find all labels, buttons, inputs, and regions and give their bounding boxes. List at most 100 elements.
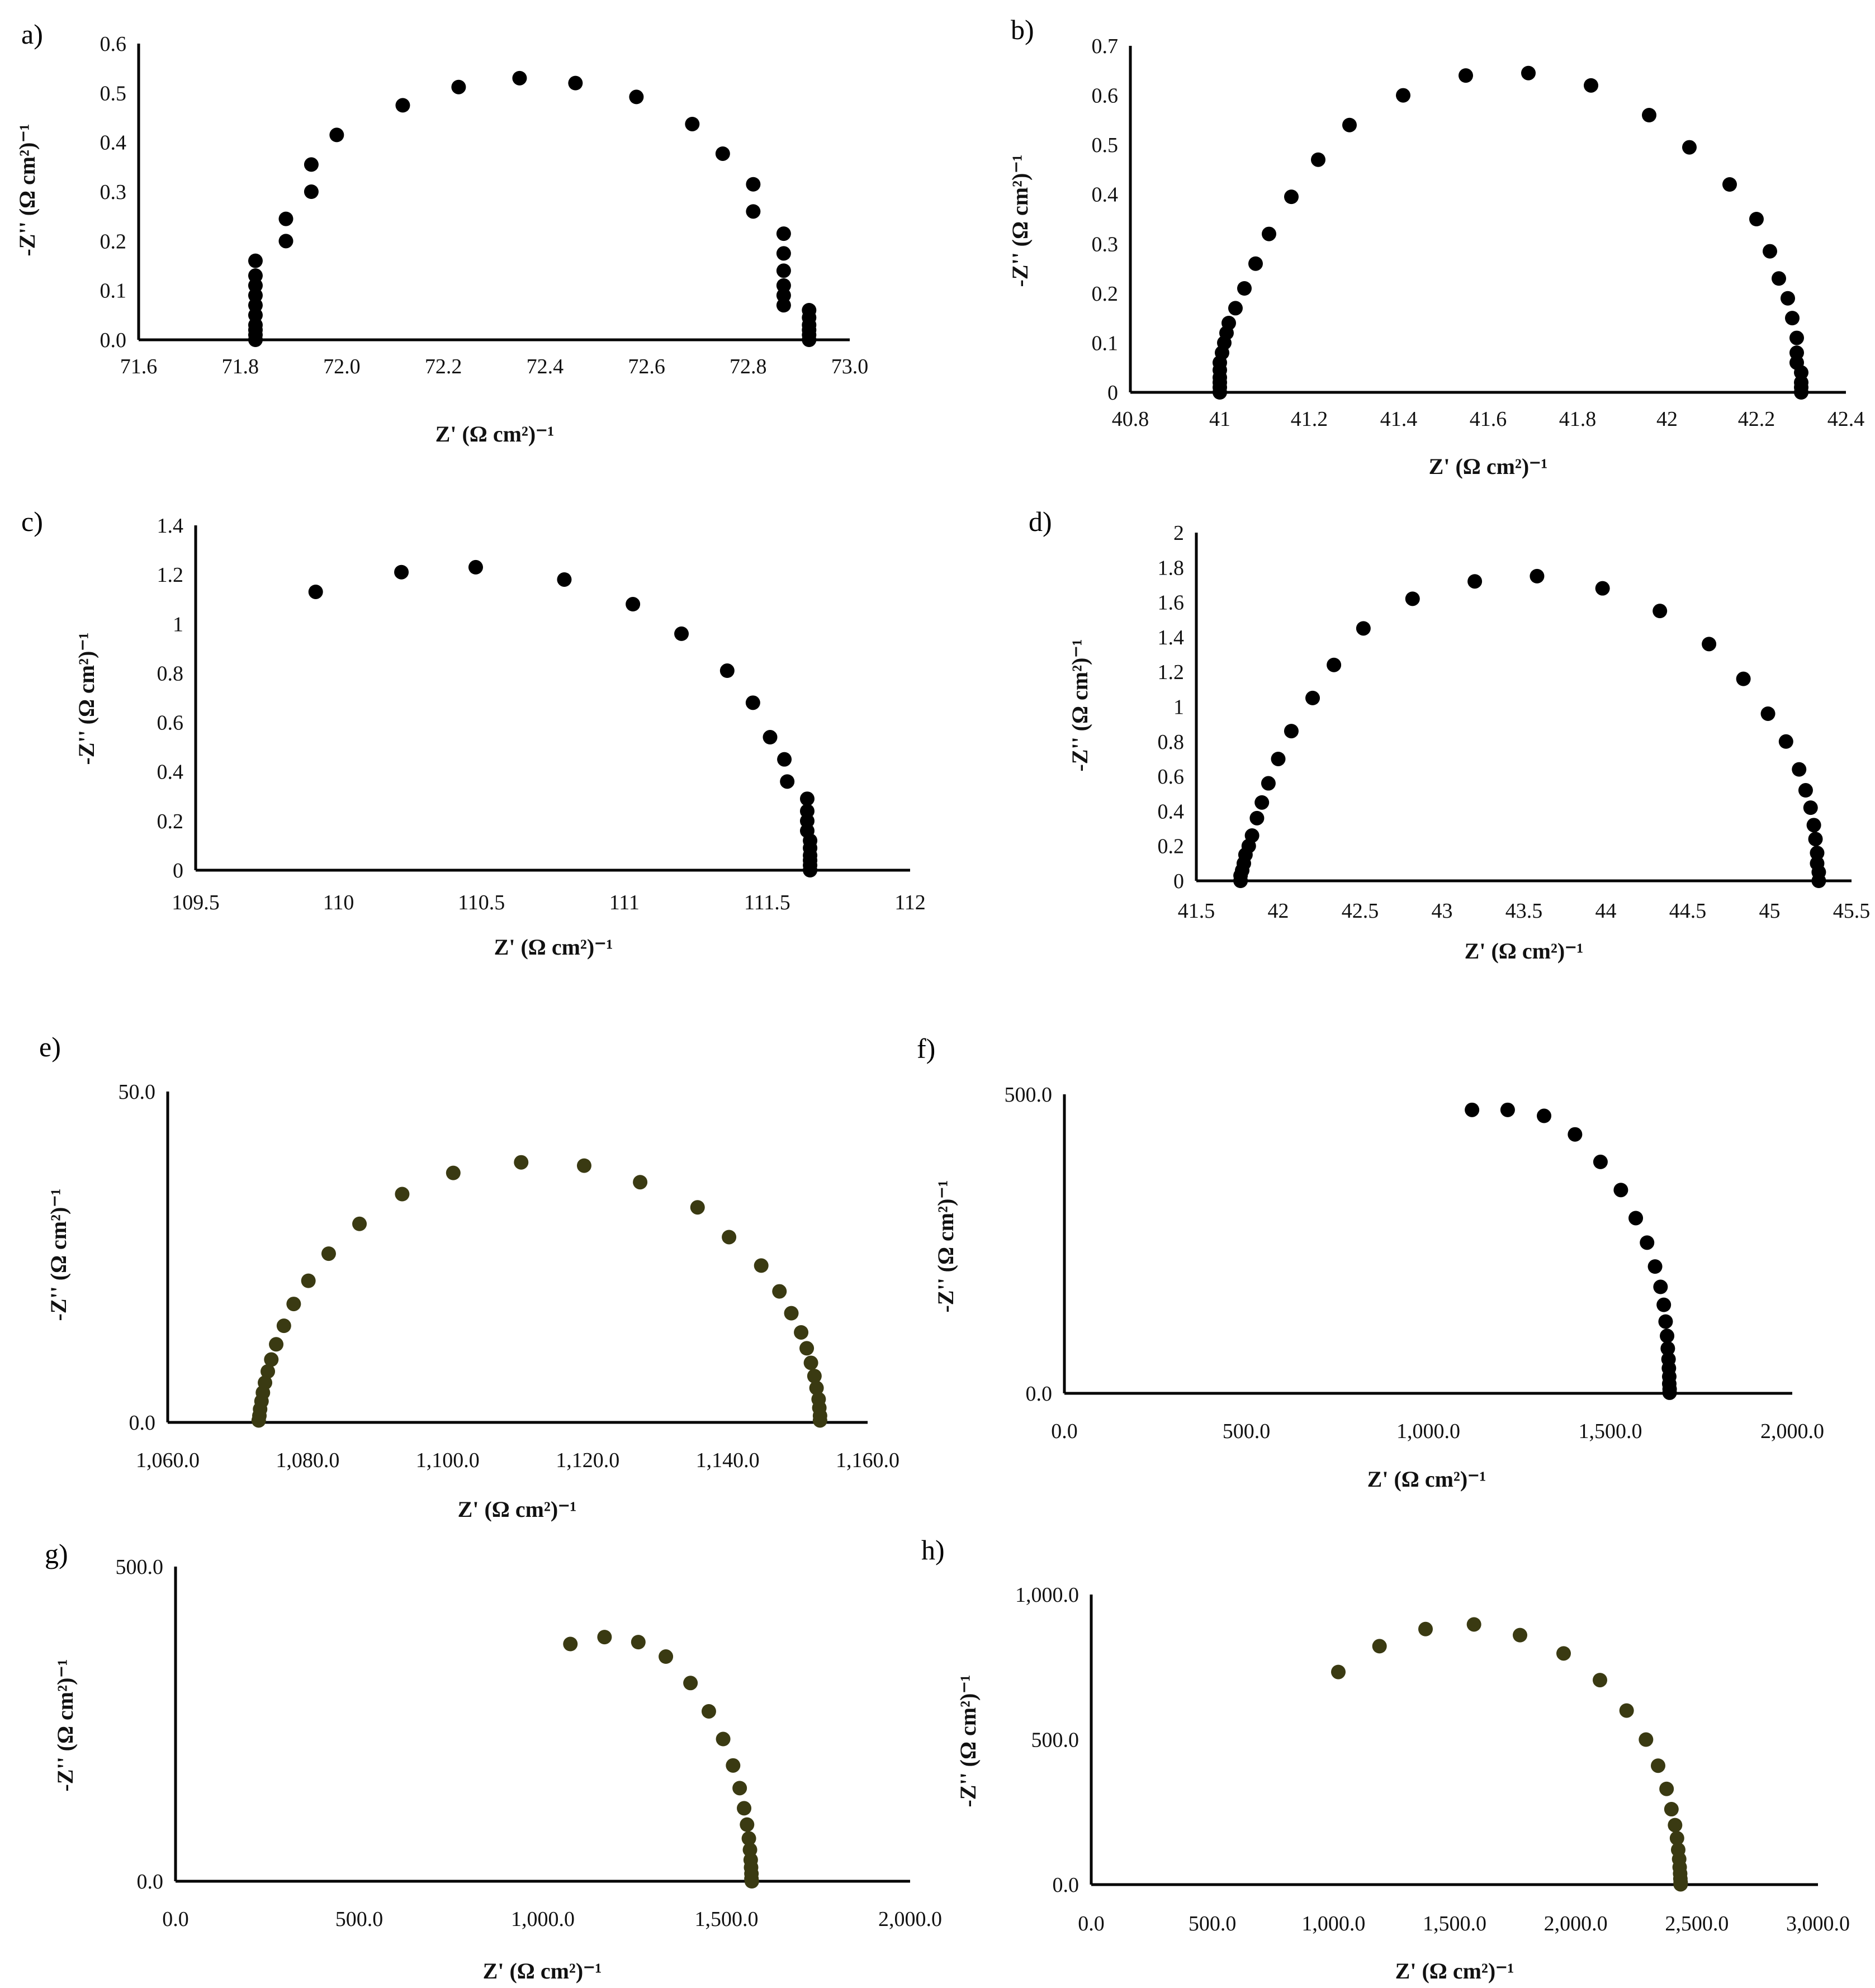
data-point [1530, 568, 1545, 583]
data-point [737, 1801, 752, 1816]
data-point [1660, 1329, 1675, 1344]
y-tick-label: 500.0 [116, 1555, 164, 1579]
data-point [1284, 724, 1299, 739]
data-point [1356, 621, 1371, 636]
data-point [1736, 671, 1751, 686]
x-tick-label: 2,000.0 [1760, 1420, 1824, 1443]
data-point [1248, 256, 1263, 271]
y-tick-label: 0.4 [1092, 183, 1119, 207]
x-axis-title: Z' (Ω cm²)⁻¹ [494, 934, 613, 960]
y-axis-title: -Z'' (Ω cm²)⁻¹ [955, 1674, 981, 1807]
y-tick-label: 1,000.0 [1015, 1583, 1079, 1607]
data-point [352, 1216, 367, 1231]
data-point [784, 1306, 799, 1321]
x-tick-label: 500.0 [1223, 1420, 1271, 1443]
data-point [1418, 1621, 1433, 1636]
data-point [468, 559, 483, 575]
x-axis-title: Z' (Ω cm²)⁻¹ [458, 1497, 577, 1522]
data-point [1778, 734, 1793, 749]
data-point [1467, 574, 1483, 589]
x-tick-label: 0.0 [162, 1908, 189, 1931]
y-tick-label: 500.0 [1031, 1729, 1079, 1752]
data-point [276, 1318, 291, 1334]
data-point [1785, 311, 1800, 326]
data-point [1513, 1628, 1527, 1643]
data-point [1568, 1127, 1583, 1142]
y-tick-label: 0.7 [1092, 35, 1119, 58]
data-point [626, 597, 641, 612]
data-point [1647, 1259, 1663, 1274]
y-tick-label: 1 [173, 613, 183, 636]
data-point [812, 1413, 827, 1428]
data-point [740, 1817, 755, 1832]
y-tick-label: 0.0 [100, 329, 127, 352]
data-point [1331, 1664, 1346, 1679]
data-point [1584, 78, 1598, 93]
y-axis-title: -Z'' (Ω cm²)⁻¹ [1067, 639, 1092, 771]
y-tick-label: 0.6 [1158, 765, 1185, 789]
data-point [1653, 604, 1668, 619]
y-tick-label: 0.1 [100, 279, 127, 303]
y-tick-label: 0.6 [1092, 84, 1119, 108]
data-point [719, 663, 735, 679]
data-point [1639, 1732, 1654, 1747]
x-tick-label: 43.5 [1505, 899, 1543, 923]
panel-label: g) [45, 1538, 68, 1569]
data-point [1664, 1802, 1679, 1817]
data-point [1405, 591, 1420, 606]
x-tick-label: 0.0 [1051, 1420, 1078, 1443]
x-tick-label: 42 [1656, 407, 1678, 431]
y-tick-label: 0.4 [100, 131, 127, 155]
x-tick-label: 72.0 [323, 355, 361, 378]
data-point [1659, 1781, 1674, 1796]
y-tick-label: 0.2 [157, 810, 184, 833]
panel-d: d) 41.5 42 42.5 43 43.5 44 44.5 45 45.5 0 0.2 0.4 0.6… [1029, 506, 1870, 964]
data-point [557, 572, 572, 587]
y-axis-title: -Z'' (Ω cm²)⁻¹ [933, 1180, 958, 1312]
data-point [576, 1158, 591, 1173]
data-point [286, 1297, 301, 1312]
data-point [1465, 1102, 1480, 1117]
y-tick-label: 2 [1173, 521, 1184, 545]
panel-label: h) [921, 1534, 945, 1565]
data-point [278, 211, 293, 226]
data-point [754, 1258, 769, 1273]
data-point [746, 204, 761, 219]
data-point [776, 226, 791, 241]
y-tick-label: 1.4 [1158, 626, 1185, 649]
data-point [1254, 795, 1270, 810]
x-tick-label: 42.4 [1827, 407, 1865, 431]
x-tick-label: 1,500.0 [1579, 1420, 1642, 1443]
panel-e: e) 1,060.0 1,080.0 1,100.0 1,120.0 1,140.0 1,1… [39, 1031, 899, 1522]
data-point [776, 263, 791, 278]
data-point [1500, 1102, 1515, 1117]
y-tick-label: 500.0 [1005, 1083, 1053, 1107]
data-point [741, 1831, 756, 1846]
data-point [674, 626, 689, 641]
y-tick-label: 0.0 [1053, 1873, 1079, 1897]
data-point [1806, 818, 1821, 833]
data-point [1262, 226, 1276, 241]
data-point [629, 89, 644, 105]
data-point [261, 1364, 276, 1379]
x-tick-label: 72.6 [628, 355, 665, 378]
data-point [1372, 1639, 1387, 1654]
data-point [308, 584, 323, 599]
data-point [1722, 177, 1737, 192]
y-tick-label: 0.2 [1092, 282, 1119, 306]
x-tick-label: 110.5 [458, 891, 505, 914]
y-tick-label: 1.2 [157, 563, 184, 587]
data-point [329, 127, 344, 143]
x-tick-label: 1,120.0 [556, 1449, 619, 1472]
data-point [1794, 385, 1808, 400]
data-point [1798, 783, 1813, 798]
x-tick-label: 1,000.0 [1396, 1420, 1460, 1443]
data-point [568, 75, 583, 91]
data-point [1668, 1818, 1683, 1833]
data-point [1228, 301, 1243, 316]
data-point [715, 146, 730, 161]
data-point [1595, 581, 1610, 596]
data-point [1261, 776, 1276, 791]
y-tick-label: 1.8 [1158, 556, 1185, 580]
data-point [1702, 637, 1717, 652]
